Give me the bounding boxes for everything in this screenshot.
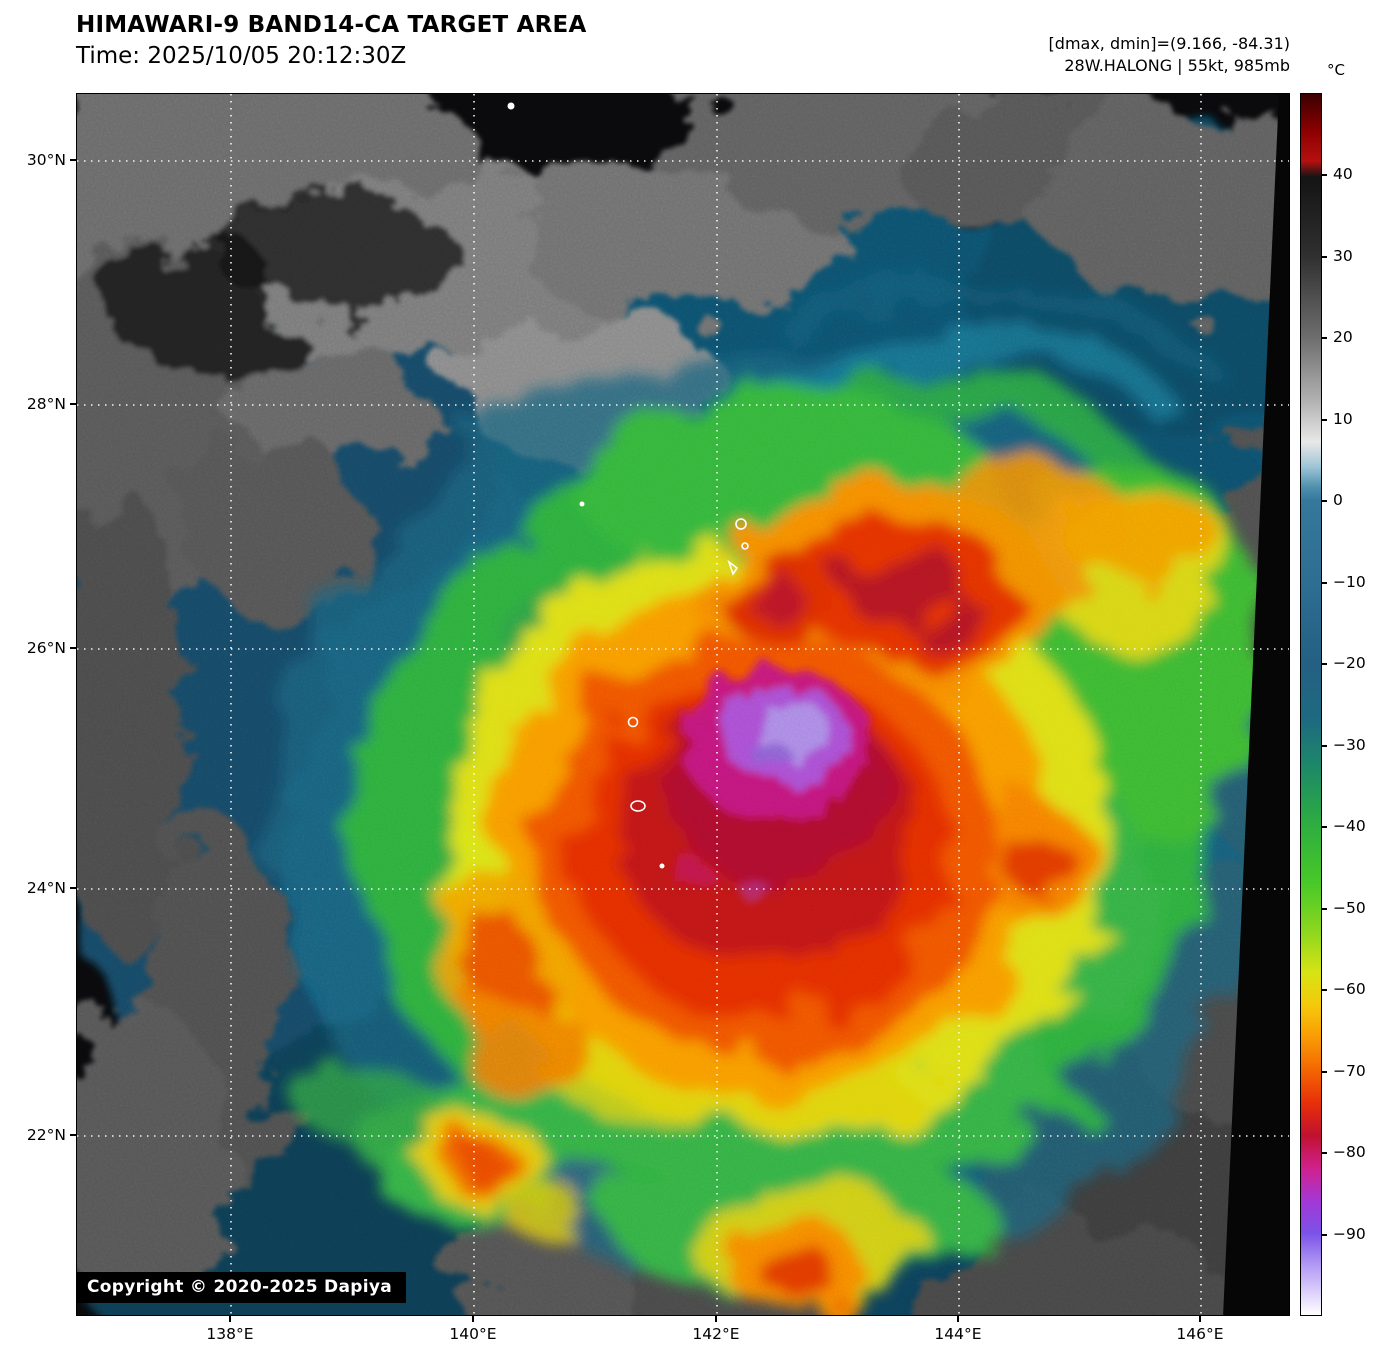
lon-label-144e: 144°E	[934, 1325, 982, 1343]
colorbar-tick-label: −90	[1333, 1225, 1366, 1243]
timestamp: Time: 2025/10/05 20:12:30Z	[76, 43, 407, 69]
colorbar-tick	[1322, 745, 1327, 747]
copyright-watermark: Copyright © 2020-2025 Dapiya	[77, 1272, 406, 1303]
lon-label-146e: 146°E	[1176, 1325, 1224, 1343]
colorbar-tick-label: −80	[1333, 1143, 1366, 1161]
colorbar-tick	[1322, 256, 1327, 258]
colorbar-tick	[1322, 1234, 1327, 1236]
colorbar-tick	[1322, 1071, 1327, 1073]
header: HIMAWARI-9 BAND14-CA TARGET AREA Time: 2…	[76, 12, 586, 69]
lat-label-26n: 26°N	[26, 639, 66, 657]
colorbar-tick	[1322, 826, 1327, 828]
lon-label-140e: 140°E	[449, 1325, 497, 1343]
satellite-image	[77, 94, 1289, 1315]
colorbar-tick-label: −40	[1333, 817, 1366, 835]
colorbar-tick	[1322, 337, 1327, 339]
colorbar-tick	[1322, 174, 1327, 176]
coastline-outlines	[507, 102, 749, 869]
colorbar-tick	[1322, 989, 1327, 991]
colorbar-tick	[1322, 500, 1327, 502]
lat-tick	[70, 887, 76, 889]
lon-tick	[715, 1316, 717, 1322]
colorbar-tick	[1322, 1152, 1327, 1154]
colorbar	[1300, 93, 1322, 1316]
header-meta: [dmax, dmin]=(9.166, -84.31) 28W.HALONG …	[1049, 33, 1290, 77]
lat-tick	[70, 647, 76, 649]
lat-label-22n: 22°N	[26, 1126, 66, 1144]
colorbar-tick-label: 20	[1333, 328, 1353, 346]
colorbar-tick-label: 30	[1333, 247, 1353, 265]
colorbar-tick-label: −30	[1333, 736, 1366, 754]
dmax-dmin-readout: [dmax, dmin]=(9.166, -84.31)	[1048, 34, 1290, 53]
colorbar-tick-label: −50	[1333, 899, 1366, 917]
lon-tick	[472, 1316, 474, 1322]
lat-label-24n: 24°N	[26, 879, 66, 897]
lat-tick	[70, 159, 76, 161]
noise-overlay	[77, 94, 1289, 1315]
lon-tick	[229, 1316, 231, 1322]
colorbar-tick-label: −70	[1333, 1062, 1366, 1080]
colorbar-tick-label: −60	[1333, 980, 1366, 998]
lat-tick	[70, 1134, 76, 1136]
lon-tick	[957, 1316, 959, 1322]
colorbar-gradient	[1301, 94, 1321, 1315]
colorbar-tick	[1322, 582, 1327, 584]
colorbar-tick-label: 40	[1333, 165, 1353, 183]
right-edge-black-wedge	[1223, 94, 1289, 1315]
lon-label-142e: 142°E	[692, 1325, 740, 1343]
colorbar-tick-label: 10	[1333, 410, 1353, 428]
lat-label-30n: 30°N	[26, 151, 66, 169]
lat-label-28n: 28°N	[26, 395, 66, 413]
colorbar-tick-label: 0	[1333, 491, 1343, 509]
colorbar-tick-label: −20	[1333, 654, 1366, 672]
storm-readout: 28W.HALONG | 55kt, 985mb	[1064, 56, 1290, 75]
lon-label-138e: 138°E	[206, 1325, 254, 1343]
colorbar-tick-label: −10	[1333, 573, 1366, 591]
product-title: HIMAWARI-9 BAND14-CA TARGET AREA	[76, 12, 587, 38]
colorbar-tick	[1322, 908, 1327, 910]
colorbar-tick	[1322, 663, 1327, 665]
colorbar-unit-label: °C	[1327, 61, 1345, 79]
colorbar-tick	[1322, 419, 1327, 421]
grid-lines	[77, 94, 1289, 1315]
satellite-image-frame: Copyright © 2020-2025 Dapiya	[76, 93, 1290, 1316]
lon-tick	[1199, 1316, 1201, 1322]
lat-tick	[70, 403, 76, 405]
